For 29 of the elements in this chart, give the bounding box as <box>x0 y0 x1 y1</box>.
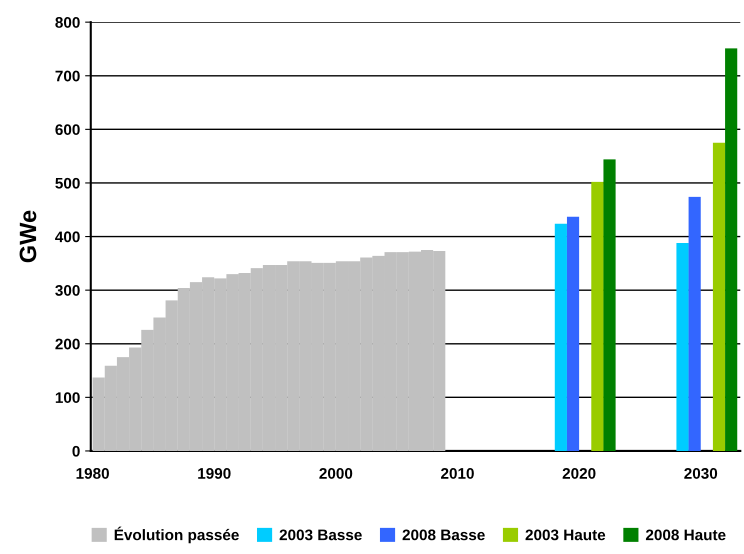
y-tick-label: 600 <box>55 124 80 136</box>
x-tick-label: 2030 <box>684 468 718 479</box>
legend-label: 2008 Haute <box>646 529 726 540</box>
bar <box>554 224 567 451</box>
bar <box>676 242 689 451</box>
bar <box>712 142 726 451</box>
x-tick-label: 2010 <box>441 468 474 479</box>
y-tick-label: 0 <box>72 446 80 457</box>
legend-label: 2008 Basse <box>402 529 485 540</box>
bar <box>688 196 701 451</box>
legend-label: 2003 Basse <box>280 529 362 540</box>
y-tick-label: 500 <box>55 178 80 189</box>
x-tick-label: 2020 <box>562 468 596 479</box>
y-tick-label: 100 <box>56 392 80 404</box>
y-tick-label: 400 <box>55 231 80 242</box>
y-tick-label: 800 <box>55 17 80 28</box>
legend-label: Évolution passée <box>114 526 239 544</box>
y-tick-label: 200 <box>55 338 80 350</box>
y-tick-label: 300 <box>55 285 80 296</box>
bar <box>566 216 580 451</box>
bar <box>591 182 604 451</box>
legend-label: 2003 Haute <box>526 529 606 540</box>
bar <box>725 48 738 451</box>
x-tick-label: 2000 <box>319 468 352 479</box>
x-tick-label: 1990 <box>198 468 231 479</box>
x-tick-label: 1980 <box>76 468 109 479</box>
bar <box>603 159 616 451</box>
y-tick-label: 700 <box>56 70 80 82</box>
y-axis-title: GWe <box>20 210 36 262</box>
